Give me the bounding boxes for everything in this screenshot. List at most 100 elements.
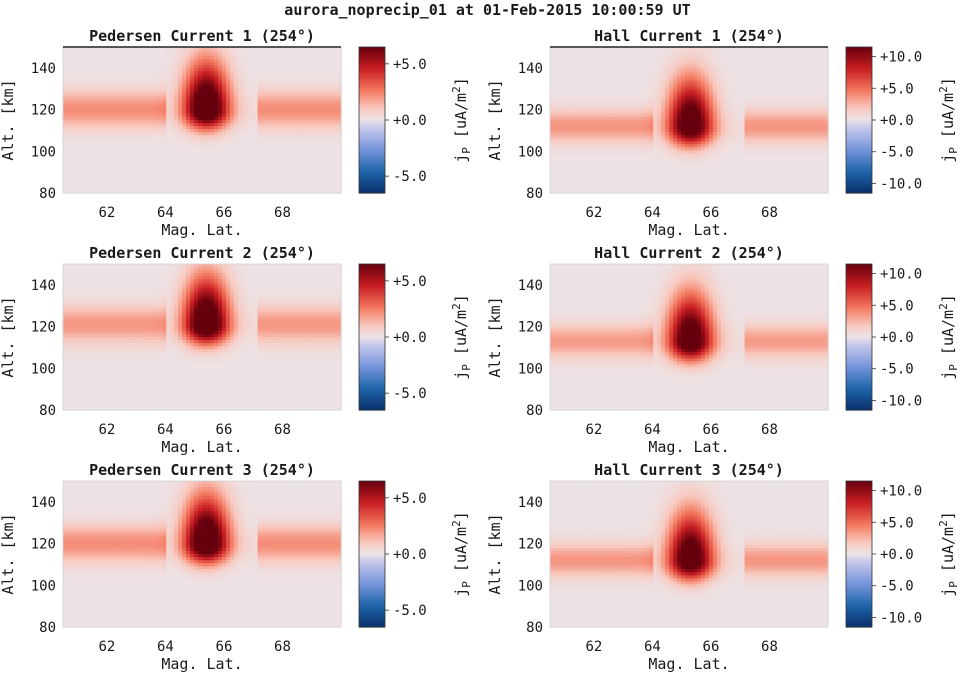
heatmap-cell [305, 177, 310, 182]
heatmap-cell [94, 89, 100, 94]
heatmap-cell [569, 168, 575, 173]
heatmap-cell [102, 144, 108, 148]
heatmap-cell [281, 98, 286, 103]
heatmap-cell [158, 183, 163, 188]
heatmap-cell [162, 104, 167, 109]
heatmap-cell [229, 53, 235, 57]
heatmap-cell [657, 144, 662, 148]
heatmap-cell [98, 59, 104, 63]
heatmap-cell [625, 116, 631, 121]
heatmap-cell [94, 71, 100, 75]
heatmap-cell [265, 171, 271, 176]
heatmap-cell [221, 189, 227, 194]
heatmap-cell [550, 98, 555, 103]
heatmap-cell [63, 101, 68, 106]
heatmap-cell [90, 147, 96, 152]
heatmap-cell [178, 147, 183, 152]
heatmap-cell [597, 162, 603, 167]
heatmap-cell [78, 120, 84, 124]
heatmap-cell [194, 89, 199, 94]
heatmap-cell [90, 129, 96, 133]
heatmap-cell [146, 171, 151, 176]
colorbar-segment [359, 73, 385, 77]
heatmap-cell [550, 47, 555, 51]
heatmap-cell [553, 74, 559, 79]
heatmap-cell [597, 107, 603, 112]
heatmap-cell [126, 180, 132, 185]
heatmap-cell [66, 62, 72, 66]
heatmap-cell [225, 165, 231, 170]
heatmap-cell [321, 141, 326, 145]
heatmap-cell [170, 110, 175, 115]
heatmap-cell [657, 171, 662, 176]
heatmap-cell [601, 113, 607, 118]
heatmap-cell [86, 107, 92, 112]
heatmap-cell [605, 162, 611, 167]
heatmap-cell [329, 47, 334, 51]
heatmap-cell [557, 104, 563, 109]
heatmap-cell [333, 147, 338, 152]
heatmap-cell [233, 141, 239, 145]
heatmap-cell [90, 174, 96, 179]
heatmap-cell [198, 189, 203, 194]
heatmap-cell [617, 71, 623, 75]
heatmap-cell [182, 147, 187, 152]
heatmap-cell [245, 162, 251, 167]
heatmap-cell [102, 180, 108, 185]
heatmap-cell [305, 168, 310, 173]
heatmap-cell [174, 68, 179, 72]
heatmap-cell [297, 120, 302, 124]
heatmap-cell [305, 183, 310, 188]
heatmap-cell [629, 123, 634, 127]
heatmap-cell [98, 144, 104, 148]
heatmap-cell [257, 68, 263, 72]
heatmap-cell [170, 95, 175, 100]
heatmap-cell [110, 183, 116, 188]
heatmap-cell [550, 183, 555, 188]
heatmap-cell [114, 168, 120, 173]
heatmap-cell [321, 110, 326, 115]
heatmap-cell [641, 120, 646, 124]
heatmap-cell [233, 162, 239, 167]
heatmap-cell [309, 62, 314, 66]
heatmap-cell [305, 165, 310, 170]
heatmap-cell [625, 159, 631, 164]
heatmap-cell [66, 186, 72, 191]
heatmap-cell [605, 59, 611, 63]
heatmap-cell [198, 168, 203, 173]
heatmap-cell [653, 113, 658, 118]
heatmap-cell [245, 126, 251, 130]
heatmap-cell [269, 177, 275, 182]
heatmap-cell [241, 189, 247, 194]
heatmap-cell [70, 168, 76, 173]
heatmap-cell [585, 53, 591, 57]
heatmap-cell [122, 138, 128, 142]
heatmap-cell [637, 156, 642, 161]
heatmap-cell [74, 101, 80, 106]
heatmap-cell [585, 147, 591, 152]
heatmap-cell [213, 80, 219, 85]
heatmap-cell [198, 120, 203, 124]
heatmap-cell [249, 65, 255, 69]
heatmap-cell [553, 165, 559, 170]
heatmap-cell [609, 168, 615, 173]
heatmap-cell [194, 189, 199, 194]
heatmap-cell [629, 98, 634, 103]
heatmap-cell [297, 174, 302, 179]
heatmap-cell [78, 147, 84, 152]
heatmap-cell [249, 189, 255, 194]
heatmap-cell [241, 50, 247, 54]
heatmap-cell [86, 89, 92, 94]
heatmap-cell [261, 189, 267, 194]
heatmap-cell [90, 186, 96, 191]
heatmap-cell [653, 183, 658, 188]
heatmap-cell [142, 59, 147, 63]
heatmap-cell [245, 132, 251, 136]
heatmap-cell [205, 120, 211, 124]
heatmap-cell [645, 77, 650, 82]
heatmap-cell [257, 104, 263, 109]
heatmap-cell [114, 186, 120, 191]
heatmap-cell [110, 189, 116, 194]
heatmap-cell [273, 123, 279, 127]
x-tick-label: 64 [157, 205, 174, 221]
